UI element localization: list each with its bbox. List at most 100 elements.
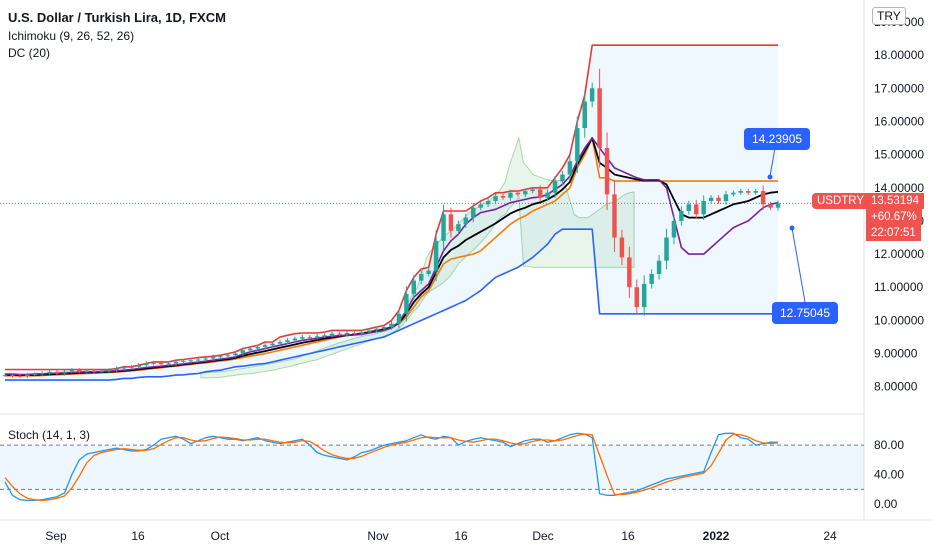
stoch-band [0, 445, 864, 490]
candle-body [344, 333, 350, 335]
candle-body [686, 204, 692, 211]
donchian-legend[interactable]: DC (20) [8, 46, 51, 60]
candle-body [10, 375, 15, 377]
candle-body [62, 371, 67, 374]
candle-body [500, 196, 506, 198]
stoch-k-line [4, 432, 778, 502]
stoch-tick-label: 80.00 [874, 438, 904, 452]
candle-body [575, 128, 580, 162]
candle-body [158, 362, 164, 365]
candle-body [47, 371, 52, 374]
candle-body [2, 375, 8, 377]
price-tick-label: 10.00000 [874, 313, 924, 327]
candle-body [114, 368, 119, 371]
currency-badge[interactable]: TRY [872, 7, 906, 25]
low-callout-pointer [791, 227, 806, 303]
candle-body [641, 283, 647, 308]
candle-body [537, 189, 543, 198]
candle-body [567, 161, 573, 175]
candle-body [627, 257, 632, 288]
candle-body [671, 220, 677, 238]
candle-body [233, 353, 238, 356]
candle-body [634, 287, 640, 308]
price-tick-label: 8.00000 [874, 380, 918, 394]
time-tick-label: Oct [211, 529, 230, 543]
candle-body [545, 192, 550, 198]
candle-body [753, 191, 758, 193]
time-tick-label: 24 [823, 529, 837, 543]
candle-body [248, 348, 253, 351]
donchian-upper-line [5, 44, 778, 371]
candle-body [307, 336, 312, 338]
donchian-lower-line [5, 228, 778, 381]
candle-body [515, 192, 521, 195]
candle-body [203, 358, 208, 360]
ichimoku-cloud [200, 136, 635, 379]
low-callout-dot [789, 225, 795, 231]
candle-body [463, 217, 469, 225]
candle-body [396, 313, 402, 324]
stoch-legend[interactable]: Stoch (14, 1, 3) [8, 428, 91, 442]
candle-body [151, 362, 156, 364]
candle-body [277, 341, 283, 344]
candle-body [366, 330, 372, 333]
price-tick-label: 15.00000 [874, 148, 924, 162]
candle-body [433, 240, 439, 271]
high-callout[interactable]: 14.23905 [744, 128, 811, 150]
candle-body [701, 201, 706, 215]
time-tick-label: Sep [45, 529, 67, 543]
stoch-tick-label: 40.00 [874, 468, 904, 482]
candle-body [649, 273, 654, 284]
candle-body [523, 191, 528, 195]
ichimoku-legend[interactable]: Ichimoku (9, 26, 52, 26) [8, 29, 135, 43]
candle-body [694, 204, 699, 215]
time-tick-label: 16 [621, 529, 635, 543]
candle-body [17, 375, 23, 377]
candle-body [121, 367, 127, 369]
candle-body [181, 360, 186, 362]
candle-body [255, 346, 260, 349]
candle-body [404, 293, 409, 314]
candle-body [604, 147, 610, 195]
candle-body [738, 191, 744, 193]
time-tick-label: Dec [532, 529, 553, 543]
low-callout[interactable]: 12.75045 [772, 302, 839, 324]
time-tick-label: 16 [131, 529, 145, 543]
candle-body [322, 335, 327, 337]
candle-body [225, 355, 231, 357]
candle-body [389, 323, 394, 328]
stoch-tick-label: 0.00 [874, 497, 898, 511]
candle-body [69, 370, 75, 372]
price-tick-label: 16.00000 [874, 114, 924, 128]
candle-body [597, 88, 602, 148]
candle-body [441, 214, 446, 241]
candle-body [612, 194, 617, 238]
candle-body [448, 214, 454, 231]
candle-body [196, 359, 201, 361]
candle-body [300, 336, 305, 339]
candle-body [262, 345, 268, 347]
time-tick-label: 2022 [703, 529, 730, 543]
symbol-title: U.S. Dollar / Turkish Lira, 1D, FXCM [8, 10, 226, 25]
candle-body [508, 192, 513, 198]
price-tick-label: 9.00000 [874, 347, 918, 361]
candle-body [679, 210, 684, 221]
candle-body [760, 191, 766, 205]
candle-body [188, 360, 194, 362]
candle-body [129, 366, 134, 368]
candle-body [352, 333, 357, 335]
candle-body [136, 365, 142, 367]
high-callout-dot [767, 174, 773, 180]
candle-body [218, 356, 223, 358]
candle-body [381, 327, 387, 329]
symbol-tag: USDTRY [812, 193, 870, 209]
candle-body [173, 361, 179, 364]
candle-body [664, 237, 669, 261]
candle-body [589, 88, 595, 102]
candle-body [656, 260, 662, 274]
candle-body [292, 338, 298, 341]
candle-body [485, 201, 491, 205]
candle-body [329, 333, 335, 336]
candle-body [716, 197, 721, 202]
